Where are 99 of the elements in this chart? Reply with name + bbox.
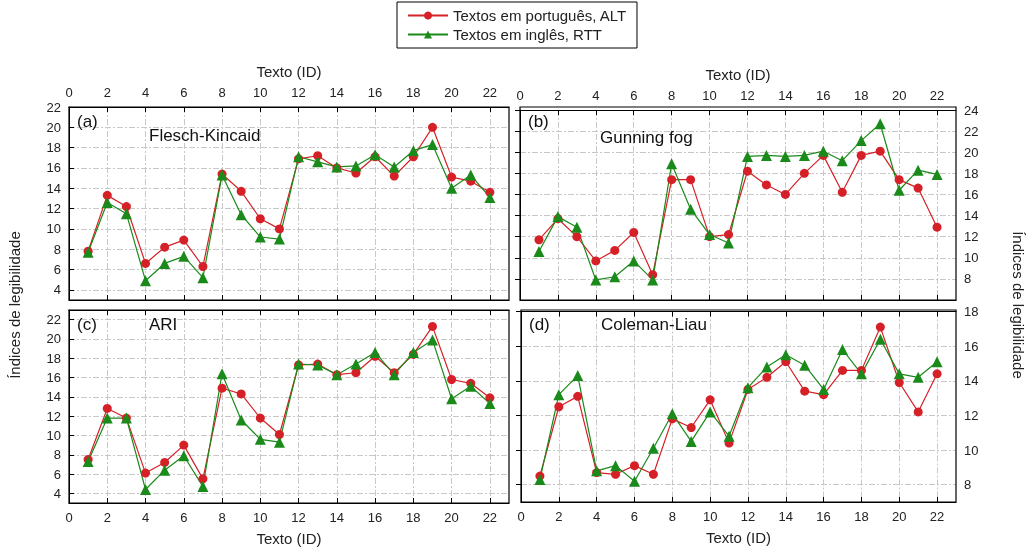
y2-tick-label: 18 <box>964 165 979 181</box>
y-tick-label: 6 <box>53 466 61 482</box>
x-tick-label: 0 <box>65 85 73 100</box>
y2-tick-label: 22 <box>964 123 979 139</box>
x-tick-label: 4 <box>592 88 600 103</box>
x-tick-label: 10 <box>253 85 268 100</box>
y2-tick-label: 8 <box>964 271 972 287</box>
x-tick-label: 6 <box>630 509 639 524</box>
y2-axis-title: Índices de legibilidade <box>1009 230 1027 381</box>
annotation: Coleman-Liau <box>601 315 707 334</box>
x-tick-label: 18 <box>853 88 869 103</box>
x-tick-label: 2 <box>554 88 562 103</box>
y2-tick-label: 16 <box>964 338 979 354</box>
x-tick-label: 14 <box>778 509 794 524</box>
y-tick-label: 16 <box>46 160 61 176</box>
x-tick-label: 8 <box>218 510 226 525</box>
x-tick-label: 2 <box>103 510 111 525</box>
x-tick-label: 22 <box>482 510 498 525</box>
x-tick-label: 20 <box>892 509 907 524</box>
x-tick-label: 0 <box>65 510 73 525</box>
y-tick-label: 14 <box>46 389 61 405</box>
y2-tick-label: 18 <box>964 304 979 319</box>
x-tick-label: 6 <box>180 510 188 525</box>
x-axis-title: Texto (ID) <box>256 530 322 547</box>
y-tick-label: 10 <box>46 221 61 237</box>
y-tick-label: 20 <box>46 331 61 347</box>
y2-tick-label: 12 <box>964 407 979 423</box>
x-tick-label: 18 <box>406 510 421 525</box>
y2-tick-label: 16 <box>964 186 979 202</box>
y-tick-label: 22 <box>46 99 61 115</box>
y-tick-label: 18 <box>46 350 61 366</box>
y2-tick-label: 12 <box>964 229 979 245</box>
y-tick-label: 4 <box>53 282 61 298</box>
x-axis-title: Texto (ID) <box>705 529 772 546</box>
x-tick-label: 14 <box>778 88 793 103</box>
y-axis-title: Índices de legibilidade <box>6 230 24 381</box>
x-tick-label: 16 <box>816 509 831 524</box>
x-tick-label: 8 <box>668 509 676 524</box>
annotation: (c) <box>77 315 97 334</box>
x-tick-label: 8 <box>218 85 226 100</box>
x-tick-label: 16 <box>816 88 831 103</box>
y2-tick-label: 14 <box>964 373 979 389</box>
y2-tick-label: 14 <box>964 208 979 224</box>
annotation: (d) <box>529 315 550 334</box>
x-tick-label: 4 <box>593 509 601 524</box>
x-tick-label: 18 <box>854 509 869 524</box>
y-tick-label: 16 <box>46 370 61 386</box>
annotation: Gunning fog <box>600 128 693 147</box>
x-axis-title: Texto (ID) <box>705 66 771 83</box>
y-tick-label: 6 <box>53 262 61 278</box>
x-tick-label: 14 <box>329 85 345 100</box>
x-tick-label: 6 <box>630 88 638 103</box>
x-tick-label: 4 <box>141 85 150 100</box>
x-tick-label: 0 <box>516 88 524 103</box>
x-tick-label: 16 <box>367 510 383 525</box>
legend-label: Textos em inglês, RTT <box>453 26 602 43</box>
x-tick-label: 20 <box>444 510 459 525</box>
y-tick-label: 8 <box>53 241 61 257</box>
y-tick-label: 4 <box>53 485 61 501</box>
x-tick-label: 12 <box>740 88 755 103</box>
x-tick-label: 18 <box>406 85 421 100</box>
x-tick-label: 14 <box>329 510 345 525</box>
x-tick-label: 10 <box>253 510 268 525</box>
x-tick-label: 0 <box>517 509 525 524</box>
y-tick-label: 10 <box>46 427 61 443</box>
y2-tick-label: 24 <box>964 102 979 118</box>
annotation: ARI <box>149 315 178 334</box>
x-tick-label: 12 <box>291 85 306 100</box>
y-tick-label: 8 <box>53 447 61 463</box>
x-tick-label: 10 <box>702 88 717 103</box>
x-tick-label: 2 <box>555 509 563 524</box>
x-tick-label: 22 <box>929 88 945 103</box>
x-tick-label: 16 <box>367 85 383 100</box>
y-tick-label: 12 <box>46 408 61 424</box>
y-tick-label: 20 <box>46 119 61 135</box>
y-tick-label: 12 <box>46 201 61 217</box>
x-tick-label: 22 <box>929 509 945 524</box>
annotation: (b) <box>528 112 549 131</box>
y2-tick-label: 20 <box>964 144 979 160</box>
legend-label: Textos em português, ALT <box>453 7 627 24</box>
x-tick-label: 10 <box>702 509 718 524</box>
x-tick-label: 22 <box>482 85 498 100</box>
y-tick-label: 22 <box>46 312 61 328</box>
x-tick-label: 2 <box>103 85 111 100</box>
annotation: Flesch-Kincaid <box>149 126 261 145</box>
annotation: (a) <box>77 112 98 131</box>
x-tick-label: 12 <box>291 510 306 525</box>
y-tick-label: 18 <box>46 140 61 156</box>
x-tick-label: 4 <box>141 510 150 525</box>
y2-tick-label: 10 <box>964 442 979 458</box>
x-tick-label: 12 <box>740 509 756 524</box>
x-tick-label: 8 <box>668 88 676 103</box>
x-axis-title: Texto (ID) <box>256 63 322 80</box>
y2-tick-label: 10 <box>964 250 979 266</box>
x-tick-label: 20 <box>444 85 459 100</box>
y-tick-label: 14 <box>46 180 61 196</box>
y2-tick-label: 8 <box>964 477 972 493</box>
x-tick-label: 6 <box>180 85 188 100</box>
x-tick-label: 20 <box>891 88 907 103</box>
